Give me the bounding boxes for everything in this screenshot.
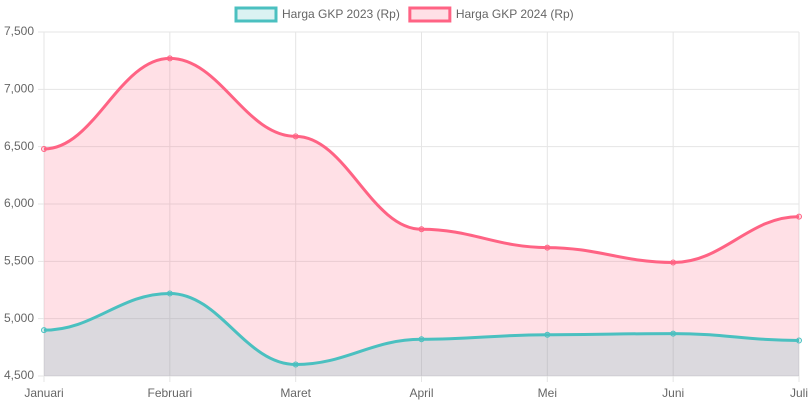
point bbox=[292, 133, 299, 140]
point bbox=[41, 327, 47, 334]
y-tick-label: 6,000 bbox=[4, 196, 34, 210]
point bbox=[544, 331, 551, 338]
line bbox=[43, 291, 800, 367]
y-tick-label: 5,000 bbox=[4, 311, 34, 325]
point bbox=[418, 226, 425, 233]
point bbox=[670, 259, 677, 266]
point bbox=[670, 330, 677, 337]
point bbox=[166, 290, 173, 297]
legend-swatch bbox=[408, 6, 452, 23]
point bbox=[796, 337, 802, 344]
legend-label: Harga GKP 2023 (Rp) bbox=[282, 7, 400, 21]
x-tick-label: Februari bbox=[147, 386, 192, 400]
x-tick-label: Januari bbox=[24, 386, 63, 400]
x-tick-label: Juli bbox=[790, 386, 808, 400]
point bbox=[292, 361, 299, 368]
point bbox=[166, 55, 173, 62]
y-tick-label: 6,500 bbox=[4, 139, 34, 153]
y-tick-label: 7,000 bbox=[4, 82, 34, 96]
point bbox=[41, 145, 47, 152]
point bbox=[418, 336, 425, 343]
line bbox=[43, 56, 800, 264]
legend-label: Harga GKP 2024 (Rp) bbox=[456, 7, 574, 21]
legend-swatch bbox=[234, 6, 278, 23]
area bbox=[44, 293, 799, 376]
y-tick-label: 4,500 bbox=[4, 368, 34, 382]
y-tick-label: 5,500 bbox=[4, 254, 34, 268]
area bbox=[44, 58, 799, 377]
point bbox=[544, 244, 551, 251]
y-tick-label: 7,500 bbox=[4, 24, 34, 38]
x-tick-label: Juni bbox=[662, 386, 684, 400]
x-tick-label: April bbox=[409, 386, 433, 400]
x-tick-label: Mei bbox=[538, 386, 557, 400]
x-tick-label: Maret bbox=[280, 386, 311, 400]
point bbox=[796, 213, 802, 220]
